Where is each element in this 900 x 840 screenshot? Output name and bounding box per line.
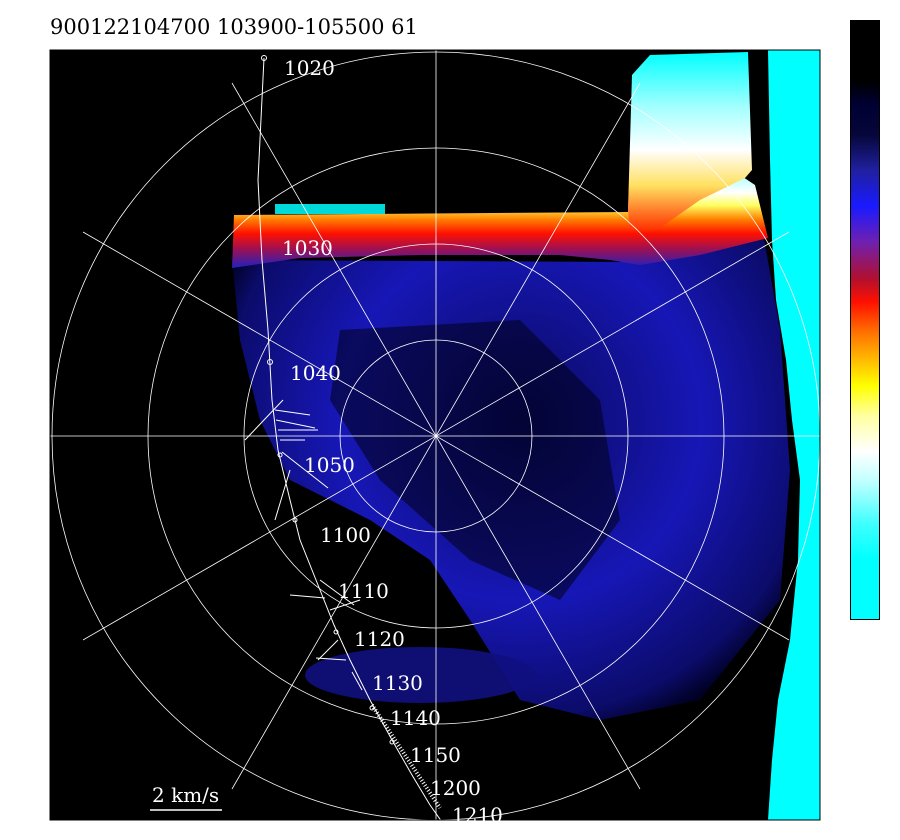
weak-echo-inner-dark xyxy=(330,320,620,600)
track-time-label: 1150 xyxy=(410,743,461,767)
plot-frame xyxy=(49,49,821,821)
track-time-label: 1100 xyxy=(320,523,371,547)
track-time-label: 1120 xyxy=(354,627,405,651)
track-time-label: 1200 xyxy=(430,776,481,800)
clutter-edge xyxy=(768,50,820,820)
track-time-label: 1050 xyxy=(304,453,355,477)
chart-title: 900122104700 103900-105500 61 xyxy=(50,15,418,39)
track-time-label: 1020 xyxy=(284,56,335,80)
track-time-label: 1130 xyxy=(372,671,423,695)
scale-bar-label: 2 km/s xyxy=(152,783,219,807)
track-time-label: 1030 xyxy=(282,236,333,260)
clutter-wall xyxy=(628,52,752,230)
track-time-label: 1110 xyxy=(338,579,389,603)
track-time-label: 1040 xyxy=(290,361,341,385)
track-time-labels: 1020 1030 1040 1050 1100 1110 1120 1130 1140 1150… xyxy=(282,56,503,827)
track-time-label: 1210 xyxy=(452,803,503,827)
intensity-colorbar xyxy=(850,20,880,620)
weak-echo-blob xyxy=(305,647,535,703)
wall-speckle xyxy=(275,204,385,214)
track-time-label: 1140 xyxy=(390,706,441,730)
flight-track xyxy=(244,55,442,820)
polar-grid xyxy=(50,50,820,820)
